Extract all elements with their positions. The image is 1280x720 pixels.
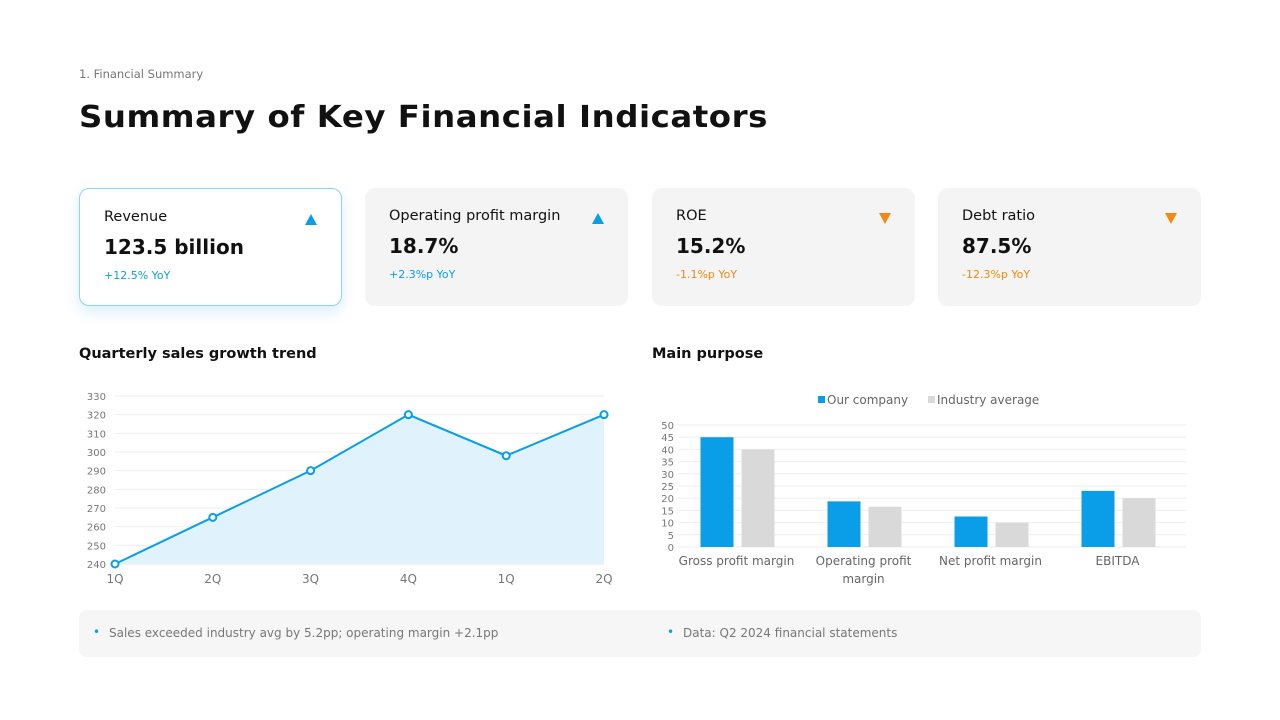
page-title: Summary of Key Financial Indicators — [79, 100, 768, 135]
data-point — [501, 451, 511, 461]
y-tick-label: 40 — [661, 445, 674, 456]
line-chart-title: Quarterly sales growth trend — [79, 346, 317, 362]
kpi-card[interactable]: ROE 15.2% -1.1%p YoY — [652, 188, 915, 306]
legend-swatch — [818, 396, 825, 403]
data-point — [599, 410, 609, 420]
kpi-card[interactable]: Revenue 123.5 billion +12.5% YoY — [79, 188, 342, 306]
trend-down-icon — [879, 213, 891, 224]
data-point — [110, 559, 120, 569]
bar — [700, 437, 734, 547]
data-point — [403, 410, 413, 420]
kpi-label: ROE — [676, 208, 707, 224]
data-point — [208, 512, 218, 522]
kpi-yoy: -1.1%p YoY — [676, 268, 738, 281]
kpi-value: 18.7% — [389, 234, 459, 258]
bar — [1122, 498, 1156, 547]
kpi-label: Operating profit margin — [389, 208, 561, 224]
kpi-value: 15.2% — [676, 234, 746, 258]
bar — [741, 449, 775, 547]
kpi-value: 87.5% — [962, 234, 1032, 258]
y-tick-label: 45 — [661, 433, 674, 444]
x-tick-label: 2Q — [595, 572, 612, 586]
area-fill — [115, 414, 604, 564]
x-tick-label: EBITDA — [1096, 554, 1141, 568]
y-tick-label: 270 — [87, 504, 106, 515]
y-tick-label: 240 — [87, 560, 106, 571]
x-tick-label: 3Q — [302, 572, 319, 586]
footer-notes: • Sales exceeded industry avg by 5.2pp; o… — [79, 610, 1201, 657]
footer-note: • Sales exceeded industry avg by 5.2pp; o… — [93, 625, 499, 640]
kpi-yoy: +12.5% YoY — [104, 269, 171, 282]
y-tick-label: 290 — [87, 467, 106, 478]
bar — [995, 522, 1029, 547]
bar — [868, 506, 902, 547]
y-tick-label: 260 — [87, 523, 106, 534]
footer-note: • Data: Q2 2024 financial statements — [667, 625, 898, 640]
bar-chart-title: Main purpose — [652, 346, 764, 362]
bar — [954, 516, 988, 547]
y-tick-label: 330 — [87, 392, 106, 403]
legend-label: Our company — [827, 393, 908, 407]
y-tick-label: 25 — [661, 482, 674, 493]
section-label: 1. Financial Summary — [79, 67, 204, 81]
kpi-yoy: +2.3%p YoY — [389, 268, 456, 281]
y-tick-label: 10 — [661, 519, 674, 530]
x-tick-label: Net profit margin — [939, 554, 1042, 568]
y-tick-label: 20 — [661, 494, 674, 505]
kpi-card[interactable]: Debt ratio 87.5% -12.3%p YoY — [938, 188, 1201, 306]
x-tick-label: 1Q — [498, 572, 515, 586]
y-tick-label: 250 — [87, 541, 106, 552]
y-tick-label: 320 — [87, 411, 106, 422]
bullet-icon: • — [93, 625, 101, 639]
kpi-card[interactable]: Operating profit margin 18.7% +2.3%p YoY — [365, 188, 628, 306]
kpi-yoy: -12.3%p YoY — [962, 268, 1031, 281]
x-tick-label: 1Q — [106, 572, 123, 586]
trend-up-icon — [592, 213, 604, 224]
trend-up-icon — [305, 214, 317, 225]
bar — [827, 501, 861, 547]
y-tick-label: 15 — [661, 506, 674, 517]
y-tick-label: 50 — [661, 421, 674, 432]
legend-label: Industry average — [937, 393, 1039, 407]
series-line — [114, 413, 605, 565]
x-tick-label: Gross profit margin — [679, 554, 795, 568]
bullet-icon: • — [667, 625, 675, 639]
legend-swatch — [928, 396, 935, 403]
y-tick-label: 300 — [87, 448, 106, 459]
data-point — [306, 466, 316, 476]
x-tick-label: margin — [842, 572, 884, 586]
x-tick-label: 2Q — [204, 572, 221, 586]
y-tick-label: 0 — [668, 543, 674, 554]
x-tick-label: 4Q — [400, 572, 417, 586]
y-tick-label: 280 — [87, 485, 106, 496]
trend-down-icon — [1165, 213, 1177, 224]
kpi-label: Debt ratio — [962, 208, 1036, 224]
kpi-label: Revenue — [104, 209, 168, 225]
y-tick-label: 30 — [661, 470, 674, 481]
kpi-value: 123.5 billion — [104, 235, 244, 259]
y-tick-label: 5 — [668, 531, 674, 542]
bar — [1081, 490, 1115, 547]
y-tick-label: 310 — [87, 429, 106, 440]
y-tick-label: 35 — [661, 458, 674, 469]
x-tick-label: Operating profit — [816, 554, 912, 568]
